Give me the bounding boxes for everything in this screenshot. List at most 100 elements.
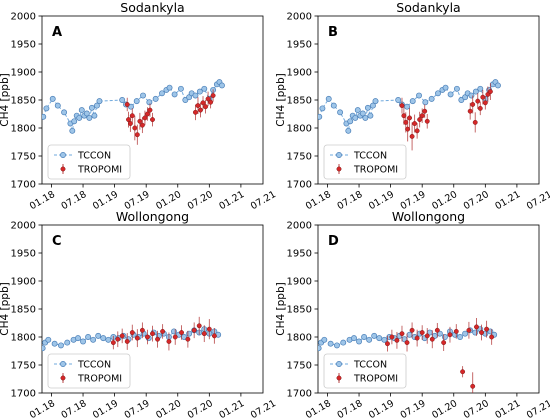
data-point-tropomi [110, 340, 116, 346]
data-point-tropomi [389, 334, 395, 340]
data-point-tccon [435, 90, 441, 97]
data-layer [318, 79, 501, 151]
x-tick-label: 01.18 [304, 398, 333, 418]
data-point-tropomi [115, 336, 121, 342]
data-point-tccon [366, 336, 373, 343]
data-layer [42, 316, 222, 352]
data-point-tccon [49, 95, 56, 102]
x-tick-label: 07.20 [186, 398, 215, 418]
data-point-tropomi [489, 334, 495, 340]
x-tick-label: 07.18 [335, 189, 364, 212]
data-point-tccon [422, 99, 429, 106]
data-point-tropomi [172, 334, 178, 340]
data-point-tropomi [127, 121, 133, 126]
data-point-tccon [462, 330, 469, 337]
data-point-tccon [196, 88, 203, 95]
y-tick-label: 1700 [11, 389, 36, 400]
data-point-tccon [372, 98, 379, 105]
data-point-tccon [100, 335, 107, 342]
legend: TCCON TROPOMI [47, 144, 131, 180]
data-point-tropomi [412, 121, 418, 126]
data-point-tropomi [417, 117, 423, 123]
data-point-tccon [91, 112, 98, 119]
x-tick-label: 01.18 [28, 398, 57, 418]
panel-c: Wollongong C CH4 [ppb] 1700 1750 1800 1850 1900… [0, 209, 278, 418]
data-point-tccon [453, 85, 460, 92]
panel-letter: B [328, 25, 338, 40]
data-point-tropomi [210, 93, 216, 98]
data-point-tropomi [129, 330, 135, 335]
panel-d: Wollongong D CH4 [ppb] 1700 1750 1800 1850 1900… [275, 209, 550, 418]
data-point-tccon [61, 109, 68, 116]
data-point-tropomi [124, 102, 130, 107]
data-point-tropomi [203, 104, 208, 110]
data-point-tccon [140, 92, 146, 99]
legend-box [47, 353, 131, 389]
data-point-tccon [76, 114, 83, 121]
legend-swatch-tccon [336, 152, 342, 158]
panel-a: Sodankyla A CH4 [ppb] 1700 1750 1800 1850 1900 1… [0, 0, 278, 212]
y-tick-label: 2000 [11, 12, 36, 23]
data-point-tccon [133, 98, 140, 105]
data-point-tropomi [484, 326, 490, 332]
data-point-tropomi [134, 132, 140, 138]
legend-label-tccon: TCCON [353, 151, 387, 162]
data-point-tropomi [441, 340, 447, 346]
x-tick-label: 01.21 [217, 398, 246, 418]
legend-label-tropomi: TROPOMI [77, 165, 122, 176]
data-point-tropomi [479, 330, 484, 335]
data-point-tccon [395, 97, 402, 103]
x-tick-label: 07.18 [335, 398, 364, 418]
y-tick-label: 1700 [287, 389, 312, 400]
data-point-tccon [201, 85, 208, 92]
data-point-tccon [354, 107, 361, 114]
data-point-tropomi [453, 328, 459, 334]
x-tick-label: 01.21 [217, 189, 246, 212]
data-point-tropomi [166, 339, 172, 344]
x-tick-label: 07.21 [249, 398, 278, 418]
data-point-tropomi [472, 119, 478, 125]
data-point-tropomi [474, 324, 479, 330]
data-point-tropomi [142, 115, 148, 121]
y-tick-label: 1750 [287, 152, 312, 163]
data-point-tropomi [394, 337, 400, 343]
data-point-tccon [468, 92, 475, 99]
data-point-tropomi [422, 108, 428, 114]
data-point-tropomi [137, 118, 143, 124]
data-point-tccon [325, 95, 332, 102]
data-point-tccon [90, 336, 97, 343]
data-point-tropomi [470, 383, 476, 389]
data-point-tccon [177, 85, 184, 92]
data-point-tccon [404, 103, 410, 110]
data-point-tccon [159, 90, 165, 97]
data-point-tccon [361, 334, 368, 340]
data-point-tropomi [419, 330, 425, 335]
data-point-tccon [416, 92, 422, 99]
data-point-tropomi [191, 327, 197, 333]
x-tick-label: 01.20 [430, 398, 459, 418]
x-tick-label: 01.18 [28, 189, 57, 212]
x-tick-label: 07.20 [186, 189, 215, 212]
x-tick-label: 07.19 [399, 398, 428, 418]
data-point-tropomi [399, 331, 405, 337]
data-point-tccon [367, 112, 374, 119]
data-point-tccon [340, 339, 347, 346]
data-point-tropomi [198, 107, 203, 113]
data-point-tccon [356, 338, 362, 345]
data-point-tropomi [134, 335, 140, 341]
data-point-tropomi [200, 100, 206, 106]
data-point-tccon [43, 105, 50, 112]
data-point-tccon [192, 92, 199, 99]
data-point-tropomi [429, 336, 435, 342]
data-layer [318, 317, 498, 393]
y-tick-label: 1900 [287, 277, 312, 288]
data-point-tccon [321, 336, 328, 343]
x-tick-label: 07.21 [249, 189, 278, 212]
legend-label-tccon: TCCON [77, 360, 111, 371]
data-point-tccon [69, 127, 76, 134]
data-point-tropomi [477, 105, 483, 111]
legend: TCCON TROPOMI [323, 144, 407, 180]
data-point-tccon [96, 98, 103, 105]
x-tick-label: 07.18 [59, 189, 88, 212]
